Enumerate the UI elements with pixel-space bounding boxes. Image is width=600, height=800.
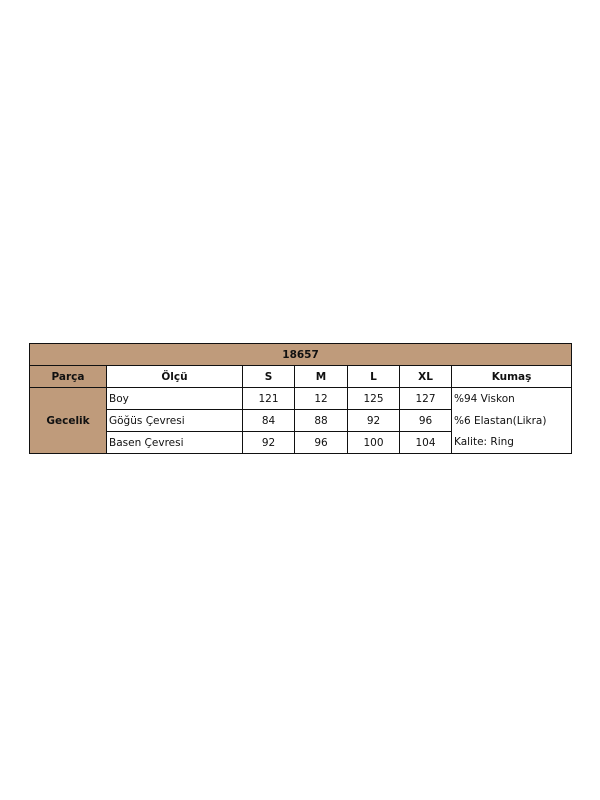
header-s: S [242,365,295,388]
size-chart-table: 18657 Parça Ölçü S M L XL Kumaş Gecelik … [28,343,573,454]
value-cell: 125 [347,387,400,410]
header-part: Parça [29,365,107,388]
measure-cell: Göğüs Çevresi [106,409,243,432]
header-xl: XL [399,365,452,388]
part-cell: Gecelik [29,387,107,454]
product-code: 18657 [28,343,573,366]
value-cell: 127 [399,387,452,410]
table-row: Göğüs Çevresi 84 88 92 96 %6 Elastan(Lik… [30,409,573,432]
value-cell: 88 [294,409,348,432]
value-cell: 84 [242,409,295,432]
fabric-cell: %94 Viskon [450,387,573,410]
value-cell: 92 [347,409,400,432]
value-cell: 96 [399,409,452,432]
value-cell: 92 [242,431,295,454]
header-measure: Ölçü [106,365,243,388]
header-m: M [294,365,348,388]
value-cell: 100 [347,431,400,454]
fabric-cell: %6 Elastan(Likra) [450,409,573,432]
measure-cell: Boy [106,387,243,410]
table-row: Gecelik Boy 121 12 125 127 %94 Viskon [29,387,573,454]
measure-cell: Basen Çevresi [106,431,243,454]
value-cell: 104 [399,431,452,454]
header-fabric: Kumaş [450,365,573,388]
header-l: L [347,365,400,388]
value-cell: 96 [294,431,348,454]
table-row: Basen Çevresi 92 96 100 104 Kalite: Ring [30,431,573,454]
header-row: Parça Ölçü S M L XL Kumaş [29,365,573,388]
value-cell: 12 [294,387,348,410]
fabric-cell: Kalite: Ring [450,431,573,454]
value-cell: 121 [242,387,295,410]
